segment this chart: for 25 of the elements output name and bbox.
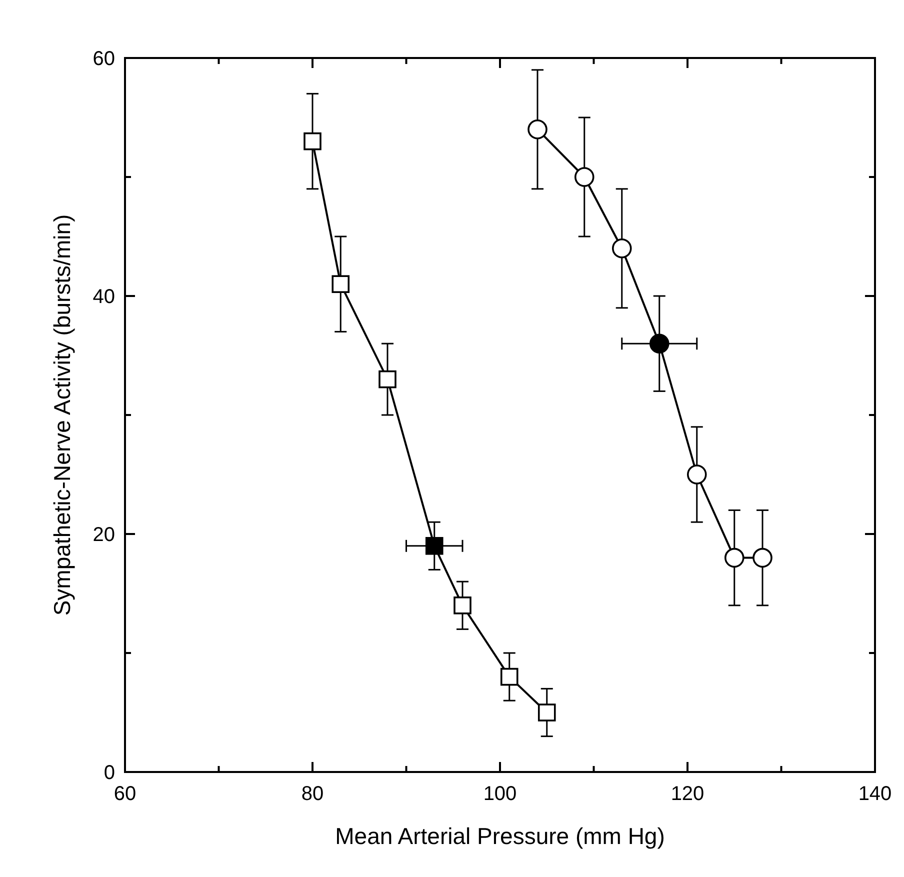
point xyxy=(425,537,444,555)
y-tick-label: 60 xyxy=(92,48,115,70)
point xyxy=(686,464,707,484)
point xyxy=(538,704,556,722)
y-axis-title: Sympathetic-Nerve Activity (bursts/min) xyxy=(49,214,75,616)
point xyxy=(454,596,472,614)
point xyxy=(574,167,594,187)
x-tick-label: 60 xyxy=(114,783,136,805)
y-tick-label: 40 xyxy=(92,286,115,308)
point xyxy=(612,238,632,258)
point xyxy=(649,334,670,354)
point xyxy=(332,275,350,293)
y-tick-label: 20 xyxy=(92,524,115,546)
x-tick-label: 80 xyxy=(301,783,324,805)
x-tick-label: 140 xyxy=(858,783,892,805)
point xyxy=(304,132,322,150)
x-tick-label: 120 xyxy=(670,783,704,805)
y-tick-label: 0 xyxy=(104,762,115,784)
point xyxy=(724,548,744,568)
point xyxy=(528,120,548,140)
point xyxy=(378,370,396,388)
x-tick-label: 100 xyxy=(483,783,517,805)
point xyxy=(500,668,518,686)
point xyxy=(752,548,772,568)
x-axis-title: Mean Arterial Pressure (mm Hg) xyxy=(335,823,665,849)
